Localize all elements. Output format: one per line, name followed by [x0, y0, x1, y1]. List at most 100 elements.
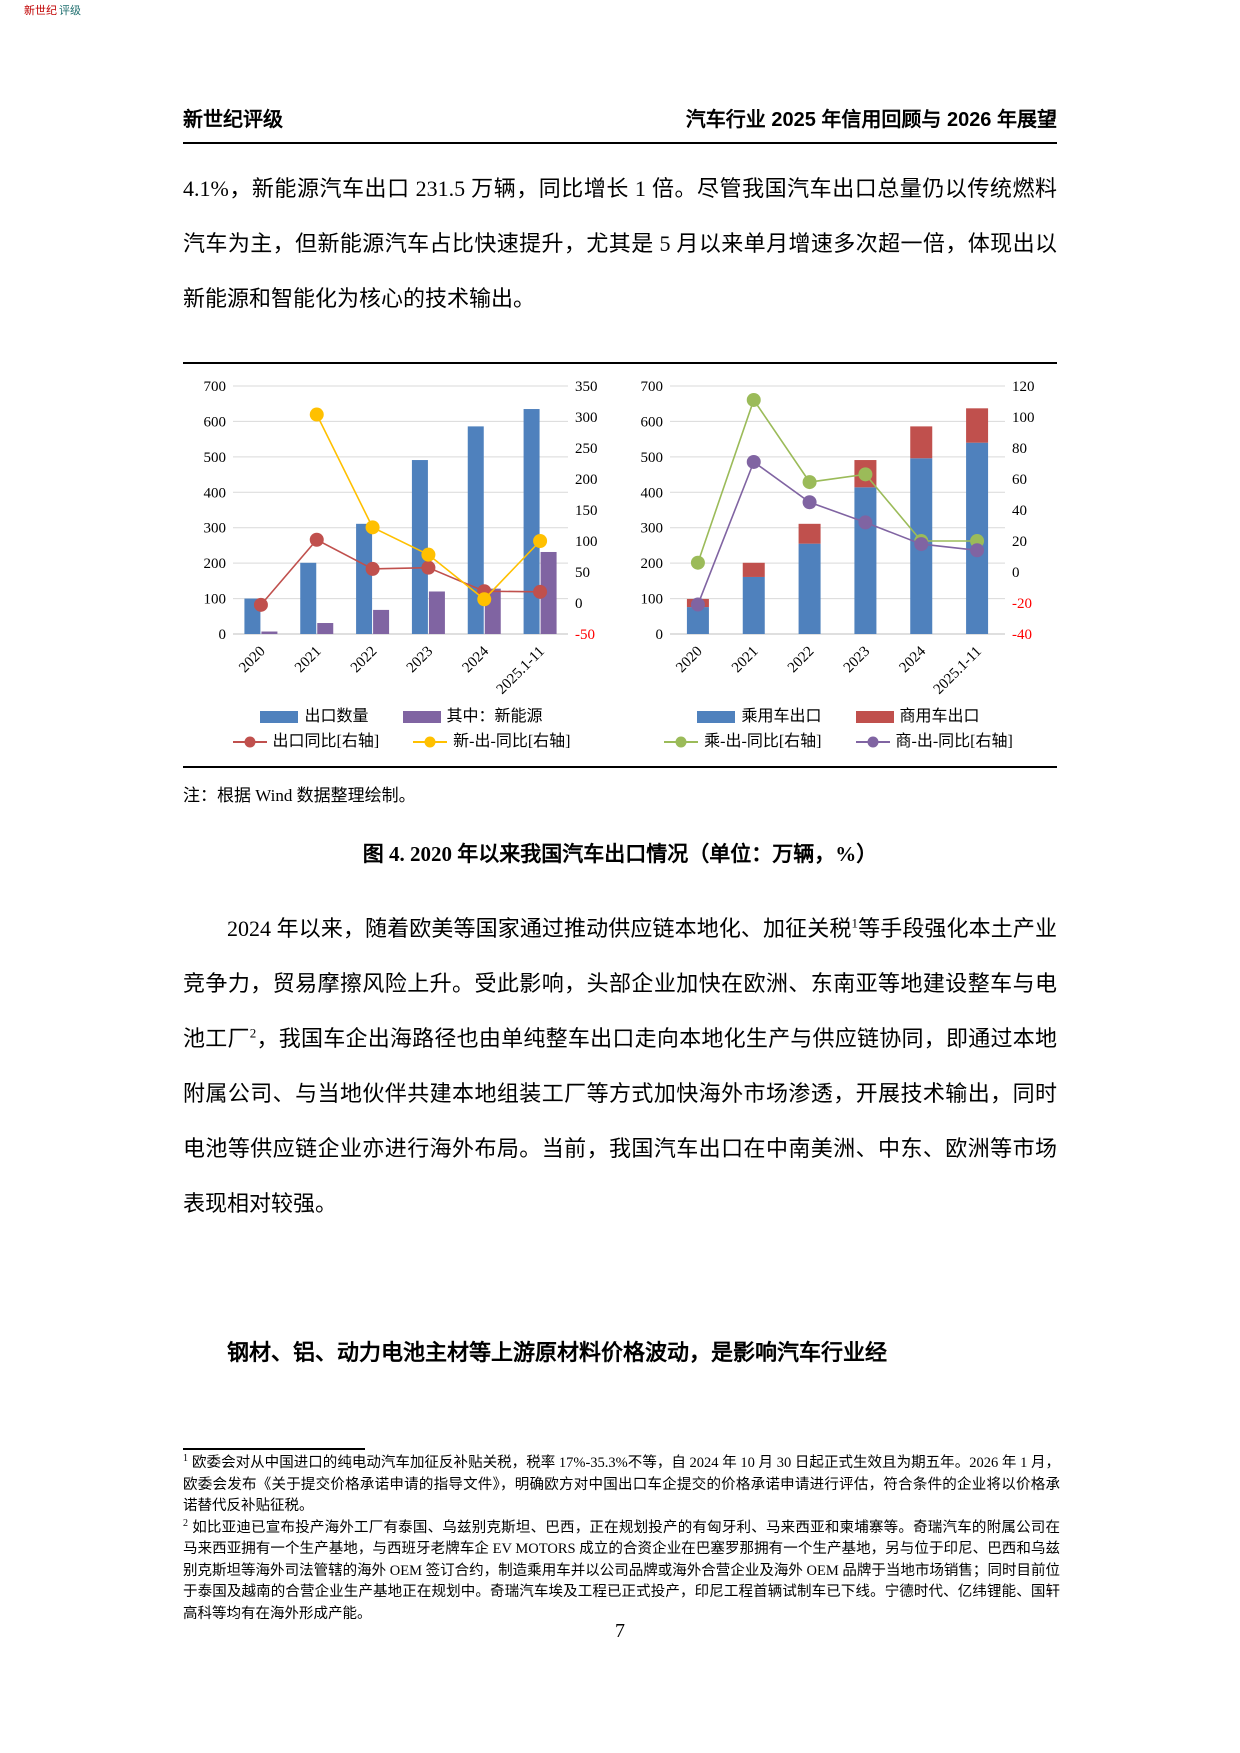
figure-source-note: 注：根据 Wind 数据整理绘制。: [183, 786, 416, 805]
legend-label: 新-出-同比[右轴]: [453, 733, 571, 750]
legend-row: 乘用车出口 商用车出口: [620, 705, 1057, 729]
legend-item: 出口数量: [260, 705, 369, 729]
svg-text:100: 100: [204, 592, 227, 608]
svg-text:2024: 2024: [897, 643, 930, 676]
svg-text:2025.1-11: 2025.1-11: [931, 644, 985, 698]
footnote-2-text: 如比亚迪已宣布投产海外工厂有泰国、乌兹别克斯坦、巴西，正在规划投产的有匈牙利、马…: [183, 1519, 1060, 1622]
footnote-2-marker: 2: [183, 1517, 188, 1529]
svg-text:2022: 2022: [785, 644, 818, 677]
footnote-1-text: 欧委会对从中国进口的纯电动汽车加征反补贴关税，税率 17%-35.3%不等，自 …: [183, 1455, 1060, 1514]
legend-marker-dot: [424, 736, 436, 748]
svg-text:2023: 2023: [841, 644, 874, 677]
page-number: 7: [615, 1620, 625, 1642]
legend-item: 乘-出-同比[右轴]: [664, 730, 822, 754]
company-logo: 新世纪 评级: [24, 5, 81, 17]
legend-row: 出口数量 其中：新能源: [183, 705, 620, 729]
svg-text:-40: -40: [1012, 627, 1032, 643]
legend-label: 出口同比[右轴]: [272, 733, 380, 750]
svg-text:500: 500: [204, 450, 227, 466]
company-logo-text-red: 新世纪: [24, 5, 57, 17]
legend-label: 商用车出口: [899, 708, 980, 725]
svg-text:0: 0: [656, 627, 664, 643]
svg-text:0: 0: [219, 627, 227, 643]
svg-text:-20: -20: [1012, 596, 1032, 612]
svg-text:100: 100: [641, 592, 664, 608]
legend-marker-dot: [244, 736, 255, 748]
legend-item: 乘用车出口: [697, 705, 822, 729]
svg-text:100: 100: [1012, 410, 1035, 426]
svg-text:250: 250: [575, 441, 598, 457]
svg-text:80: 80: [1012, 441, 1027, 457]
svg-text:0: 0: [1012, 565, 1020, 581]
figure-charts: 0 100 200 300 400 500 600 700 -50 0 50 100 150 200 250…: [183, 370, 1057, 754]
svg-text:500: 500: [641, 450, 664, 466]
svg-text:600: 600: [204, 414, 227, 430]
legend-row: 出口同比[右轴] 新-出-同比[右轴]: [183, 730, 620, 754]
legend-item: 出口同比[右轴]: [232, 730, 380, 754]
figure-4: 0 100 200 300 400 500 600 700 -50 0 50 100 150 200 250…: [183, 362, 1057, 768]
footnotes-block: 1 欧委会对从中国进口的纯电动汽车加征反补贴关税，税率 17%-35.3%不等，自…: [183, 1453, 1060, 1625]
legend-label: 商-出-同比[右轴]: [895, 733, 1013, 750]
legend-line-swatch: [664, 736, 699, 748]
legend-marker-dot: [675, 736, 687, 748]
header-divider: [183, 142, 1057, 144]
legend-bar-swatch: [697, 711, 736, 723]
svg-text:700: 700: [641, 379, 664, 395]
footnote-separator: [183, 1448, 365, 1450]
figure-caption: 图 4. 2020 年以来我国汽车出口情况（单位：万辆，%）: [362, 842, 878, 866]
legend-item: 新-出-同比[右轴]: [413, 730, 571, 754]
legend-item: 商用车出口: [855, 705, 980, 729]
footnote-reference: 1: [851, 915, 858, 931]
legend-bar-swatch: [402, 711, 441, 723]
legend-label: 其中：新能源: [446, 708, 543, 725]
svg-text:200: 200: [641, 556, 664, 572]
vehicle-type-chart-legend: 乘用车出口 商用车出口乘-出-同比[右轴] 商-出-同比[右轴]: [620, 705, 1057, 754]
footnote-1-marker: 1: [183, 1453, 188, 1465]
paragraph-raw-materials-bold: 钢材、铝、动力电池主材等上游原材料价格波动，是影响汽车行业经: [227, 1340, 888, 1365]
legend-label: 乘用车出口: [741, 708, 822, 725]
svg-text:120: 120: [1012, 379, 1035, 395]
svg-text:2020: 2020: [673, 644, 706, 677]
legend-label: 乘-出-同比[右轴]: [704, 733, 822, 750]
header-company-name: 新世纪评级: [183, 109, 283, 131]
svg-text:20: 20: [1012, 534, 1027, 550]
svg-text:2023: 2023: [404, 644, 437, 677]
svg-text:40: 40: [1012, 503, 1027, 519]
svg-text:600: 600: [641, 414, 664, 430]
svg-text:350: 350: [575, 379, 598, 395]
svg-text:60: 60: [1012, 472, 1027, 488]
legend-line-swatch: [413, 736, 448, 748]
auto-export-chart-column: 0 100 200 300 400 500 600 700 -50 0 50 100 150 200 250…: [183, 370, 620, 754]
svg-text:200: 200: [575, 472, 598, 488]
svg-text:-50: -50: [575, 627, 595, 643]
svg-text:300: 300: [575, 410, 598, 426]
svg-text:2021: 2021: [729, 644, 762, 677]
legend-bar-swatch: [855, 711, 894, 723]
svg-text:400: 400: [204, 485, 227, 501]
svg-text:50: 50: [575, 565, 590, 581]
legend-item: 商-出-同比[右轴]: [855, 730, 1013, 754]
svg-text:2020: 2020: [236, 644, 269, 677]
svg-text:2022: 2022: [348, 644, 381, 677]
svg-text:100: 100: [575, 534, 598, 550]
svg-text:700: 700: [204, 379, 227, 395]
legend-label: 出口数量: [304, 708, 369, 725]
svg-text:400: 400: [641, 485, 664, 501]
legend-item: 其中：新能源: [402, 705, 543, 729]
page-header: 新世纪评级 汽车行业 2025 年信用回顾与 2026 年展望: [183, 103, 1057, 132]
svg-text:150: 150: [575, 503, 598, 519]
svg-text:300: 300: [641, 521, 664, 537]
svg-text:300: 300: [204, 521, 227, 537]
header-report-title: 汽车行业 2025 年信用回顾与 2026 年展望: [685, 109, 1057, 131]
paragraph-trade-friction: 2024 年以来，随着欧美等国家通过推动供应链本地化、加征关税1等手段强化本土产…: [183, 915, 1057, 1216]
vehicle-type-chart-column: 0 100 200 300 400 500 600 700 -40 -20 0 20 40 60 80 100…: [620, 370, 1057, 754]
auto-export-chart-legend: 出口数量 其中：新能源出口同比[右轴] 新-出-同比[右轴]: [183, 705, 620, 754]
legend-marker-dot: [867, 736, 878, 748]
footnote-1: 1 欧委会对从中国进口的纯电动汽车加征反补贴关税，税率 17%-35.3%不等，自…: [183, 1453, 1060, 1518]
legend-line-swatch: [855, 736, 890, 748]
svg-text:2025.1-11: 2025.1-11: [494, 644, 548, 698]
legend-row: 乘-出-同比[右轴] 商-出-同比[右轴]: [620, 730, 1057, 754]
company-logo-text-teal: 评级: [59, 5, 81, 17]
footnote-2: 2 如比亚迪已宣布投产海外工厂有泰国、乌兹别克斯坦、巴西，正在规划投产的有匈牙利、…: [183, 1518, 1060, 1626]
auto-export-volume-chart: 0 100 200 300 400 500 600 700 -50 0 50 100 150 200 250…: [204, 379, 598, 698]
